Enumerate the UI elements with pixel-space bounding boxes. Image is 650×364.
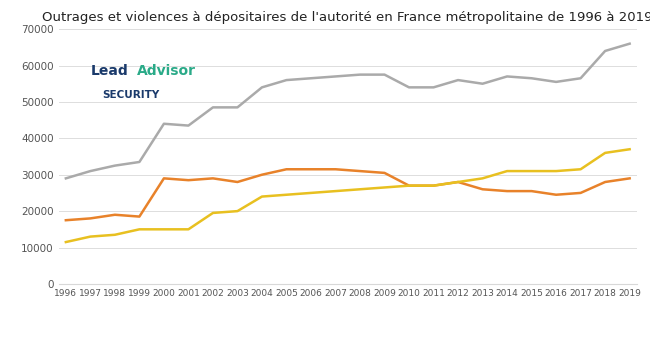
Title: Outrages et violences à dépositaires de l'autorité en France métropolitaine de 1: Outrages et violences à dépositaires de … (42, 11, 650, 24)
Text: Advisor: Advisor (136, 64, 196, 78)
Text: SECURITY: SECURITY (102, 91, 159, 100)
Text: Lead: Lead (90, 64, 128, 78)
